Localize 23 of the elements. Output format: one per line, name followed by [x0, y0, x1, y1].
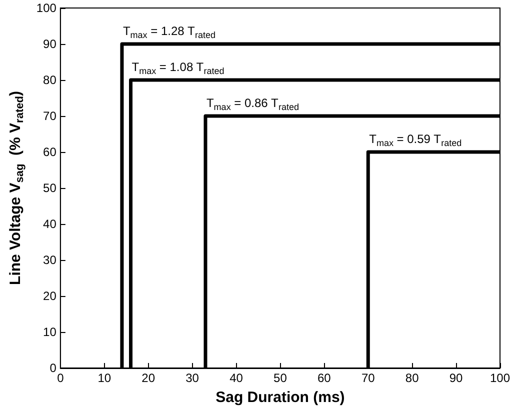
x-tick-label: 50 [274, 371, 288, 385]
y-tick-label: 0 [50, 361, 57, 375]
y-axis-title: Line Voltage Vsag (% Vrated) [7, 91, 26, 285]
y-tick-label: 20 [43, 289, 57, 303]
y-tick-label: 10 [43, 325, 57, 339]
y-tick-label: 60 [43, 145, 57, 159]
x-tick-label: 70 [361, 371, 376, 385]
x-tick-label: 60 [317, 371, 332, 385]
x-tick-label: 20 [142, 371, 156, 385]
y-tick-label: 30 [43, 253, 57, 267]
x-tick-label: 40 [230, 371, 244, 385]
x-tick-label: 80 [405, 371, 420, 385]
x-tick-label: 30 [186, 371, 200, 385]
y-tick-label: 80 [43, 73, 57, 87]
y-tick-label: 50 [43, 181, 57, 195]
y-tick-label: 70 [43, 109, 57, 123]
x-axis-title: Sag Duration (ms) [216, 389, 345, 406]
y-tick-label: 90 [43, 37, 57, 51]
x-tick-label: 100 [490, 371, 510, 385]
x-tick-label: 90 [449, 371, 464, 385]
y-tick-label: 100 [36, 1, 57, 15]
y-tick-label: 40 [43, 217, 57, 231]
x-tick-label: 10 [98, 371, 112, 385]
